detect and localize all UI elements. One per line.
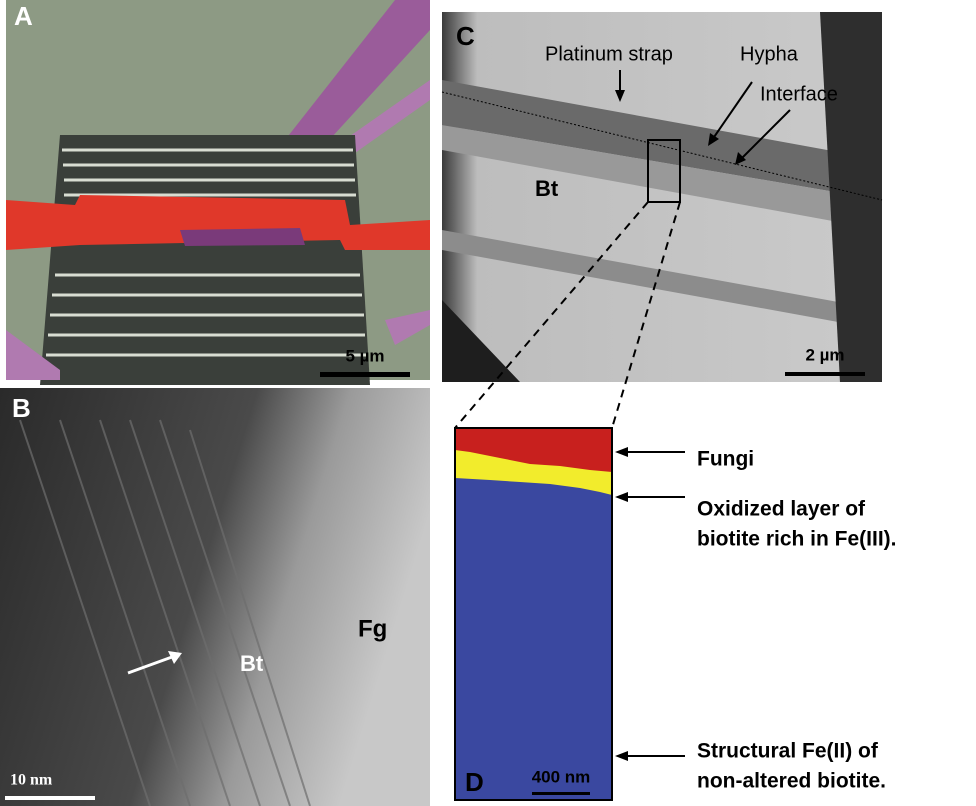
page: A 5 µm B Bt Fg 10 nm bbox=[0, 0, 976, 806]
panel-a: A 5 µm bbox=[6, 0, 430, 385]
legend-text: Fungi bbox=[697, 448, 754, 471]
label: Bt bbox=[535, 176, 559, 201]
panel-label: D bbox=[465, 767, 484, 797]
figure: A 5 µm B Bt Fg 10 nm bbox=[0, 0, 976, 806]
label: Platinum strap bbox=[545, 43, 673, 65]
panel-b: B Bt Fg 10 nm bbox=[0, 388, 430, 806]
label: Fg bbox=[358, 615, 387, 642]
scale-bar bbox=[785, 372, 865, 376]
scale-bar-label: 2 µm bbox=[805, 345, 844, 364]
scale-bar-label: 5 µm bbox=[345, 346, 384, 365]
panel-d: D 400 nm Fungi Oxidized layer of biotite… bbox=[455, 428, 897, 800]
scale-bar-label: 10 nm bbox=[10, 772, 53, 789]
scale-bar bbox=[5, 796, 95, 800]
label: Bt bbox=[240, 651, 264, 676]
panel-label: A bbox=[14, 1, 33, 31]
legend-text: Oxidized layer of bbox=[697, 498, 866, 521]
panel-label: C bbox=[456, 21, 475, 51]
scale-bar bbox=[532, 792, 590, 795]
legend-text: non-altered biotite. bbox=[697, 770, 886, 793]
label: Interface bbox=[760, 83, 838, 105]
panel-label: B bbox=[12, 393, 31, 423]
scale-bar-label: 400 nm bbox=[532, 767, 591, 786]
scale-bar bbox=[320, 372, 410, 377]
legend-text: Structural Fe(II) of bbox=[697, 740, 879, 763]
panel-c: C Platinum strap Hypha Interface Bt 2 µm bbox=[442, 12, 882, 428]
legend-text: biotite rich in Fe(III). bbox=[697, 528, 897, 551]
label: Hypha bbox=[740, 43, 799, 65]
